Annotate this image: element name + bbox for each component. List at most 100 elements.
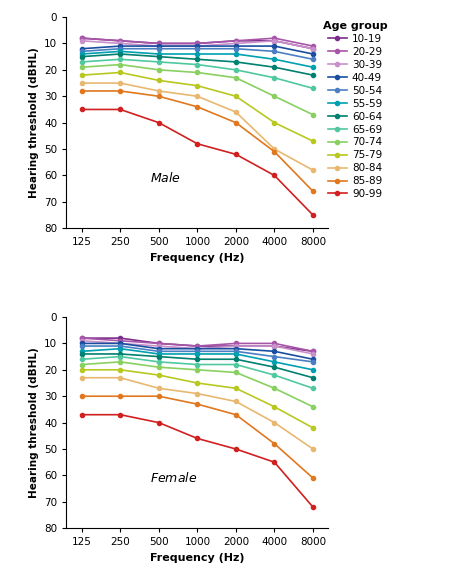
60-64 [194, 56, 200, 62]
80-84 [194, 390, 200, 397]
30-39 [233, 343, 239, 349]
40-49 [233, 43, 239, 49]
70-74 [156, 364, 162, 370]
30-39 [194, 345, 200, 352]
90-99 [194, 435, 200, 442]
70-74 [272, 385, 277, 392]
20-29 [272, 35, 277, 41]
20-29 [233, 340, 239, 347]
30-39 [118, 40, 123, 47]
70-74 [118, 358, 123, 365]
50-54 [310, 56, 316, 62]
75-79 [118, 69, 123, 76]
Line: 70-74: 70-74 [80, 62, 315, 117]
Line: 50-54: 50-54 [80, 344, 315, 364]
40-49 [194, 345, 200, 352]
80-84 [194, 93, 200, 99]
75-79 [233, 385, 239, 392]
90-99 [156, 119, 162, 126]
80-84 [156, 87, 162, 94]
70-74 [79, 361, 85, 368]
60-64 [156, 53, 162, 60]
Text: $\it{Male}$: $\it{Male}$ [150, 171, 181, 185]
20-29 [79, 335, 85, 341]
55-59 [310, 366, 316, 373]
40-49 [118, 43, 123, 49]
20-29 [156, 340, 162, 347]
50-54 [118, 45, 123, 52]
50-54 [233, 45, 239, 52]
90-99 [79, 411, 85, 418]
60-64 [118, 51, 123, 57]
Line: 10-19: 10-19 [80, 336, 315, 353]
75-79 [194, 82, 200, 89]
10-19 [79, 35, 85, 41]
Line: 90-99: 90-99 [80, 412, 315, 509]
50-54 [156, 45, 162, 52]
80-84 [310, 167, 316, 174]
10-19 [79, 335, 85, 341]
X-axis label: Frequency (Hz): Frequency (Hz) [150, 253, 245, 263]
90-99 [194, 140, 200, 147]
75-79 [118, 366, 123, 373]
10-19 [118, 335, 123, 341]
40-49 [79, 340, 85, 347]
85-89 [194, 401, 200, 408]
70-74 [156, 66, 162, 73]
70-74 [194, 366, 200, 373]
75-79 [272, 403, 277, 410]
60-64 [156, 353, 162, 360]
85-89 [194, 103, 200, 110]
Line: 60-64: 60-64 [80, 352, 315, 380]
80-84 [233, 398, 239, 405]
60-64 [310, 72, 316, 78]
Line: 75-79: 75-79 [80, 367, 315, 430]
55-59 [79, 51, 85, 57]
50-54 [272, 353, 277, 360]
65-69 [79, 356, 85, 362]
20-29 [194, 343, 200, 349]
65-69 [118, 353, 123, 360]
Y-axis label: Hearing threshold (dBHL): Hearing threshold (dBHL) [28, 347, 39, 498]
40-49 [272, 348, 277, 355]
40-49 [156, 43, 162, 49]
10-19 [194, 343, 200, 349]
Y-axis label: Hearing threshold (dBHL): Hearing threshold (dBHL) [28, 47, 39, 198]
10-19 [272, 37, 277, 44]
75-79 [156, 371, 162, 378]
85-89 [79, 87, 85, 94]
50-54 [233, 348, 239, 355]
55-59 [118, 48, 123, 55]
80-84 [79, 374, 85, 381]
70-74 [272, 93, 277, 99]
Line: 85-89: 85-89 [80, 394, 315, 480]
40-49 [118, 340, 123, 347]
65-69 [310, 85, 316, 92]
Line: 75-79: 75-79 [80, 70, 315, 143]
Legend: 10-19, 20-29, 30-39, 40-49, 50-54, 55-59, 60-64, 65-69, 70-74, 75-79, 80-84, 85-: 10-19, 20-29, 30-39, 40-49, 50-54, 55-59… [319, 17, 392, 203]
80-84 [156, 385, 162, 392]
50-54 [272, 48, 277, 55]
20-29 [194, 40, 200, 47]
20-29 [310, 348, 316, 355]
Line: 40-49: 40-49 [80, 341, 315, 361]
55-59 [118, 345, 123, 352]
Line: 80-84: 80-84 [80, 81, 315, 172]
65-69 [233, 361, 239, 368]
30-39 [156, 343, 162, 349]
50-54 [79, 48, 85, 55]
60-64 [233, 356, 239, 362]
80-84 [272, 145, 277, 152]
10-19 [310, 348, 316, 355]
70-74 [310, 111, 316, 118]
80-84 [118, 80, 123, 86]
85-89 [233, 411, 239, 418]
40-49 [233, 345, 239, 352]
30-39 [79, 337, 85, 344]
90-99 [310, 504, 316, 511]
50-54 [194, 348, 200, 355]
Text: $\it{Female}$: $\it{Female}$ [150, 471, 198, 485]
65-69 [272, 371, 277, 378]
Line: 30-39: 30-39 [80, 39, 315, 51]
90-99 [156, 419, 162, 426]
